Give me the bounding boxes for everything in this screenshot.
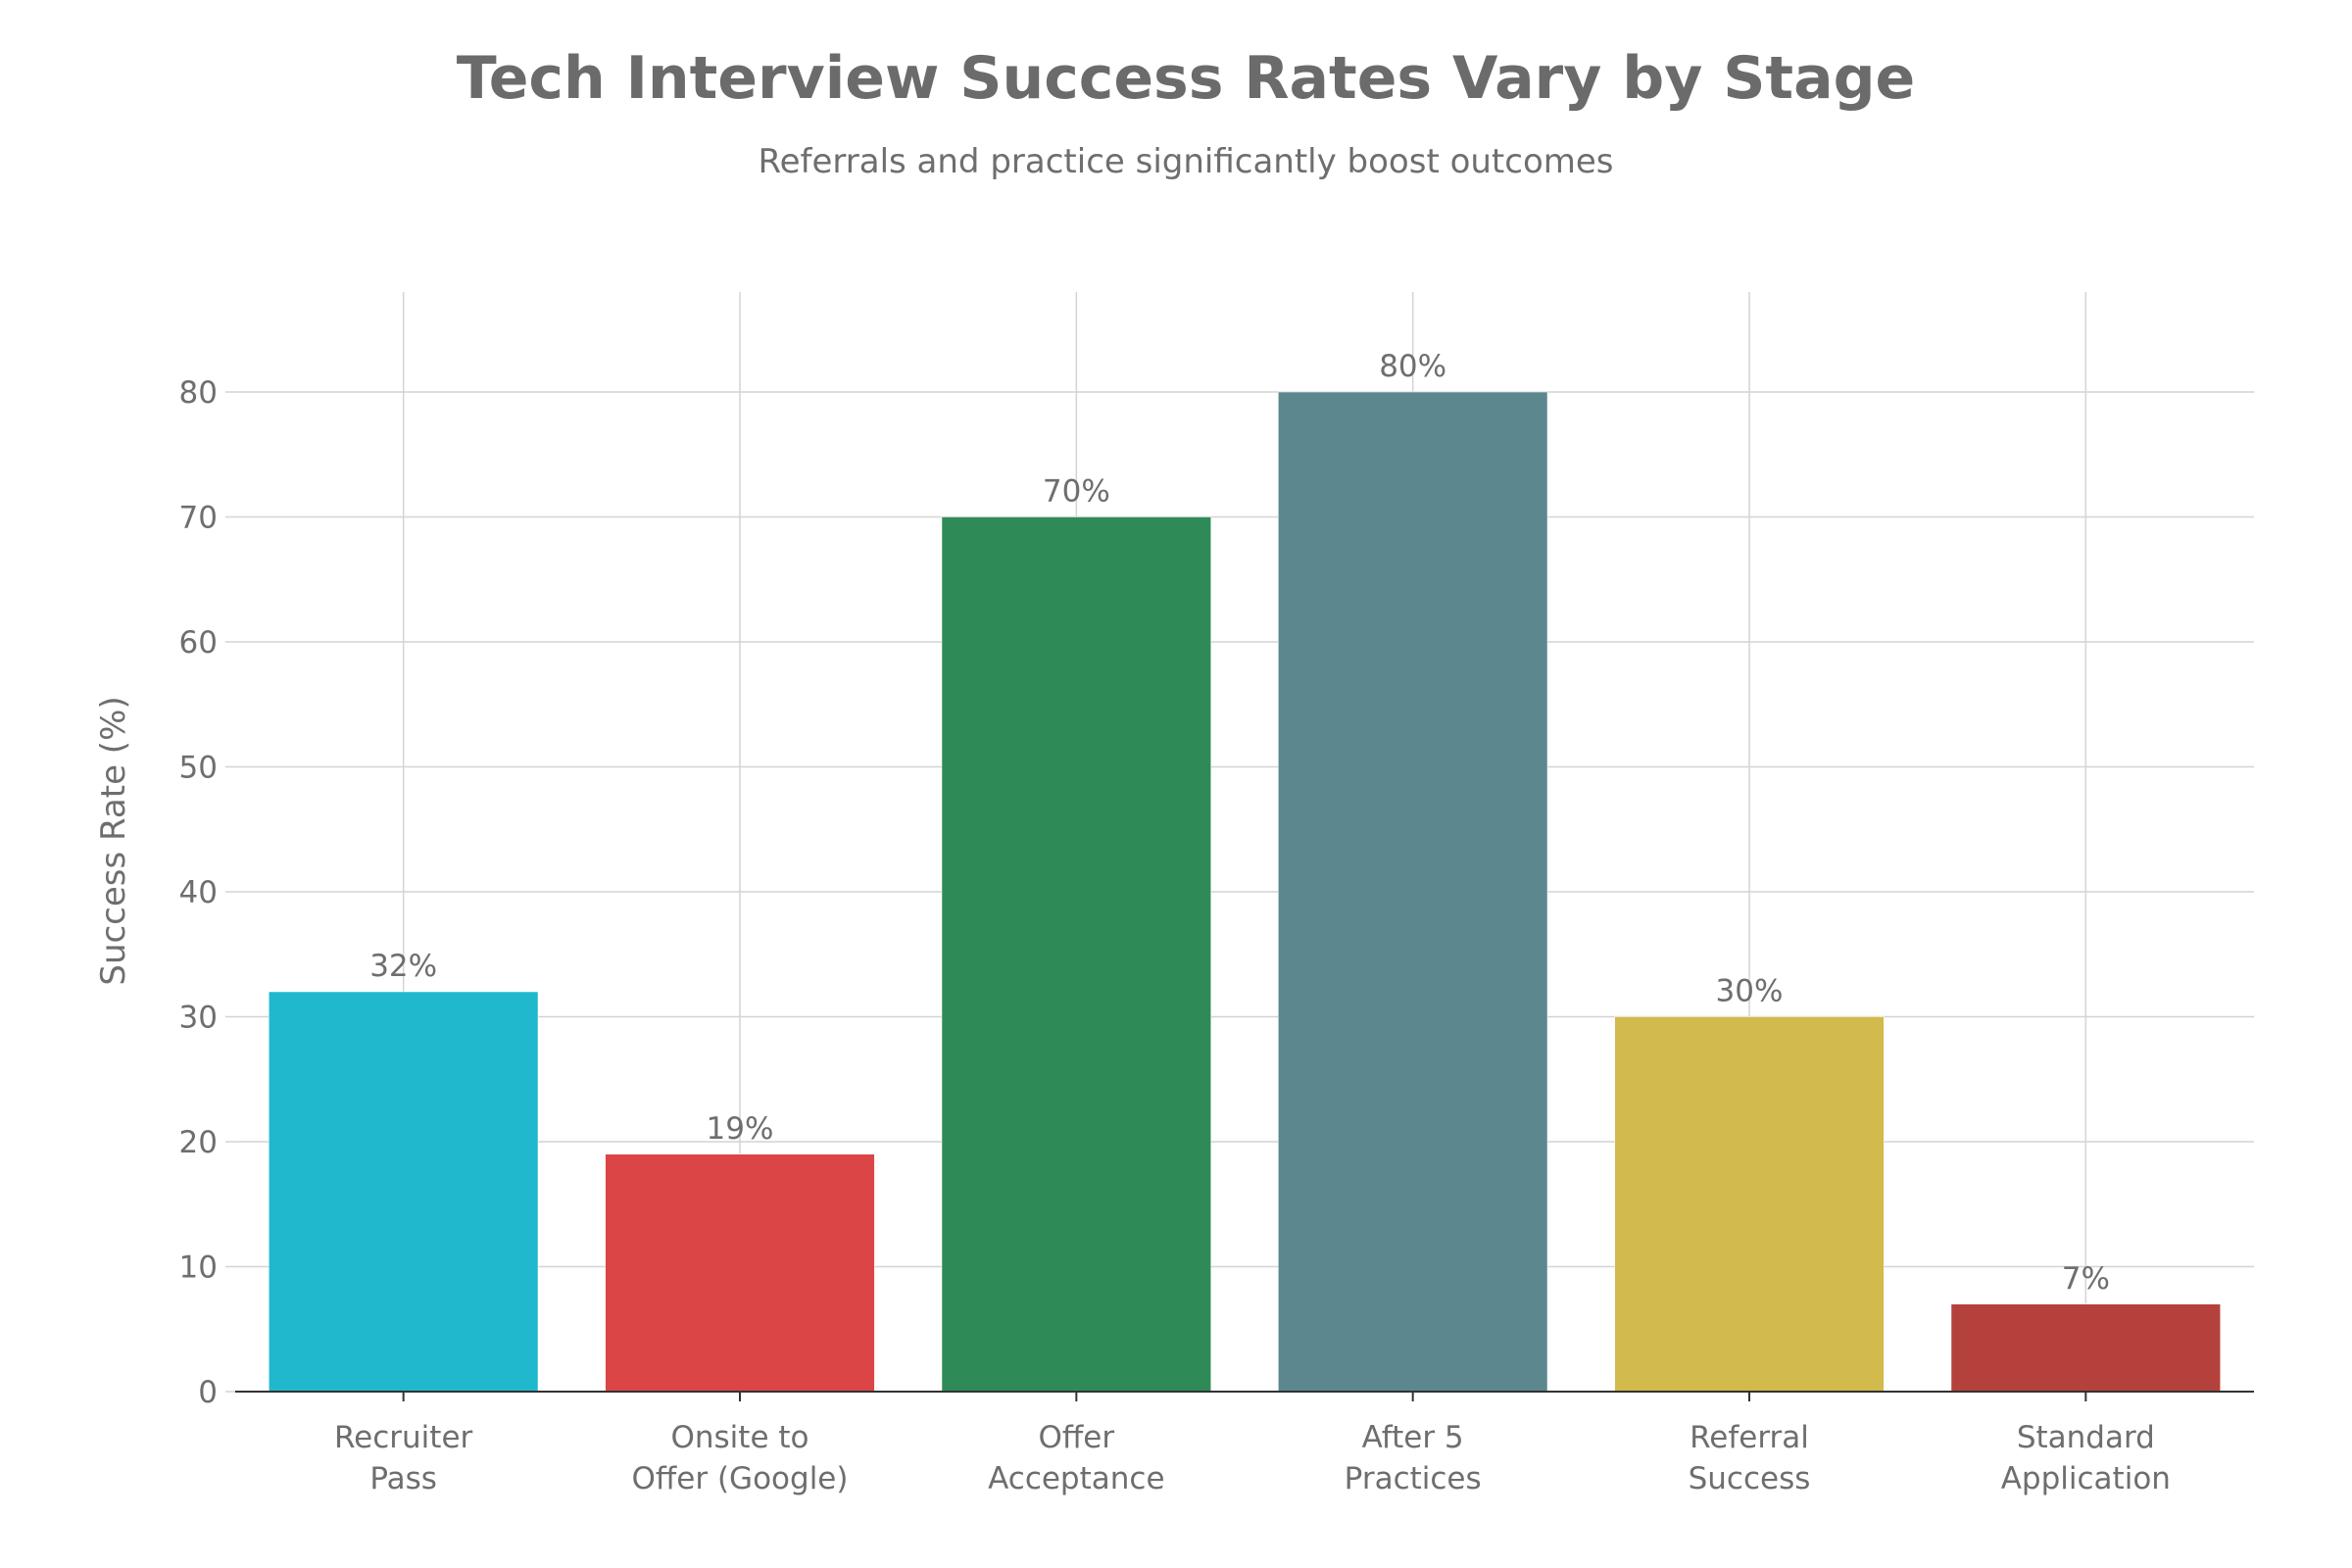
x-tick-label-line: Application: [2001, 1461, 2171, 1496]
bars: [269, 391, 2221, 1393]
x-tick-label-line: Referral: [1690, 1420, 1809, 1455]
bar-data-label: 70%: [1043, 474, 1110, 510]
y-tick-label: 80: [179, 375, 218, 411]
bar: [269, 991, 539, 1393]
x-tick-label-line: Practices: [1345, 1461, 1482, 1496]
y-tick-label: 70: [179, 501, 218, 536]
x-tick-label: After 5 Practices: [1345, 1420, 1482, 1496]
bar: [1278, 391, 1548, 1393]
y-tick-label: 50: [179, 751, 218, 786]
y-tick-label: 10: [179, 1250, 218, 1286]
x-tick-label-line: Offer (Google): [632, 1461, 849, 1496]
data-labels: 32% 19% 70% 80% 30% 7%: [369, 349, 2110, 1297]
bar: [1950, 1303, 2221, 1393]
x-tick-label-line: Standard: [2017, 1420, 2155, 1455]
x-tick-label: Onsite to Offer (Google): [632, 1420, 849, 1496]
chart-title: Tech Interview Success Rates Vary by Sta…: [457, 44, 1915, 113]
y-axis-title: Success Rate (%): [94, 696, 133, 985]
bar-data-label: 7%: [2062, 1261, 2110, 1297]
x-tick-label-line: Success: [1689, 1461, 1811, 1496]
bar: [605, 1153, 875, 1393]
y-tick-label: 40: [179, 875, 218, 910]
x-tick-label-line: After 5: [1362, 1420, 1464, 1455]
x-tick-label-line: Recruiter: [334, 1420, 472, 1455]
bar-data-label: 30%: [1716, 974, 1784, 1009]
bar-data-label: 32%: [369, 949, 437, 984]
bar: [1614, 1016, 1885, 1393]
x-tick-label-line: Offer: [1039, 1420, 1115, 1455]
y-tick-label: 0: [198, 1375, 218, 1410]
chart-subtitle: Referrals and practice significantly boo…: [758, 142, 1613, 181]
x-tick-label: Recruiter Pass: [334, 1420, 472, 1496]
x-tick-label-line: Acceptance: [988, 1461, 1164, 1496]
x-tick-label: Referral Success: [1689, 1420, 1811, 1496]
x-tick-label: Standard Application: [2001, 1420, 2171, 1496]
y-tick-label: 30: [179, 1001, 218, 1036]
y-tick-label: 20: [179, 1125, 218, 1160]
bar: [941, 516, 1211, 1393]
y-tick-label: 60: [179, 625, 218, 661]
x-tick-label: Offer Acceptance: [988, 1420, 1164, 1496]
x-tick-label-line: Pass: [369, 1461, 437, 1496]
x-tick-label-line: Onsite to: [670, 1420, 808, 1455]
bar-data-label: 19%: [707, 1111, 774, 1147]
bar-data-label: 80%: [1379, 349, 1446, 384]
